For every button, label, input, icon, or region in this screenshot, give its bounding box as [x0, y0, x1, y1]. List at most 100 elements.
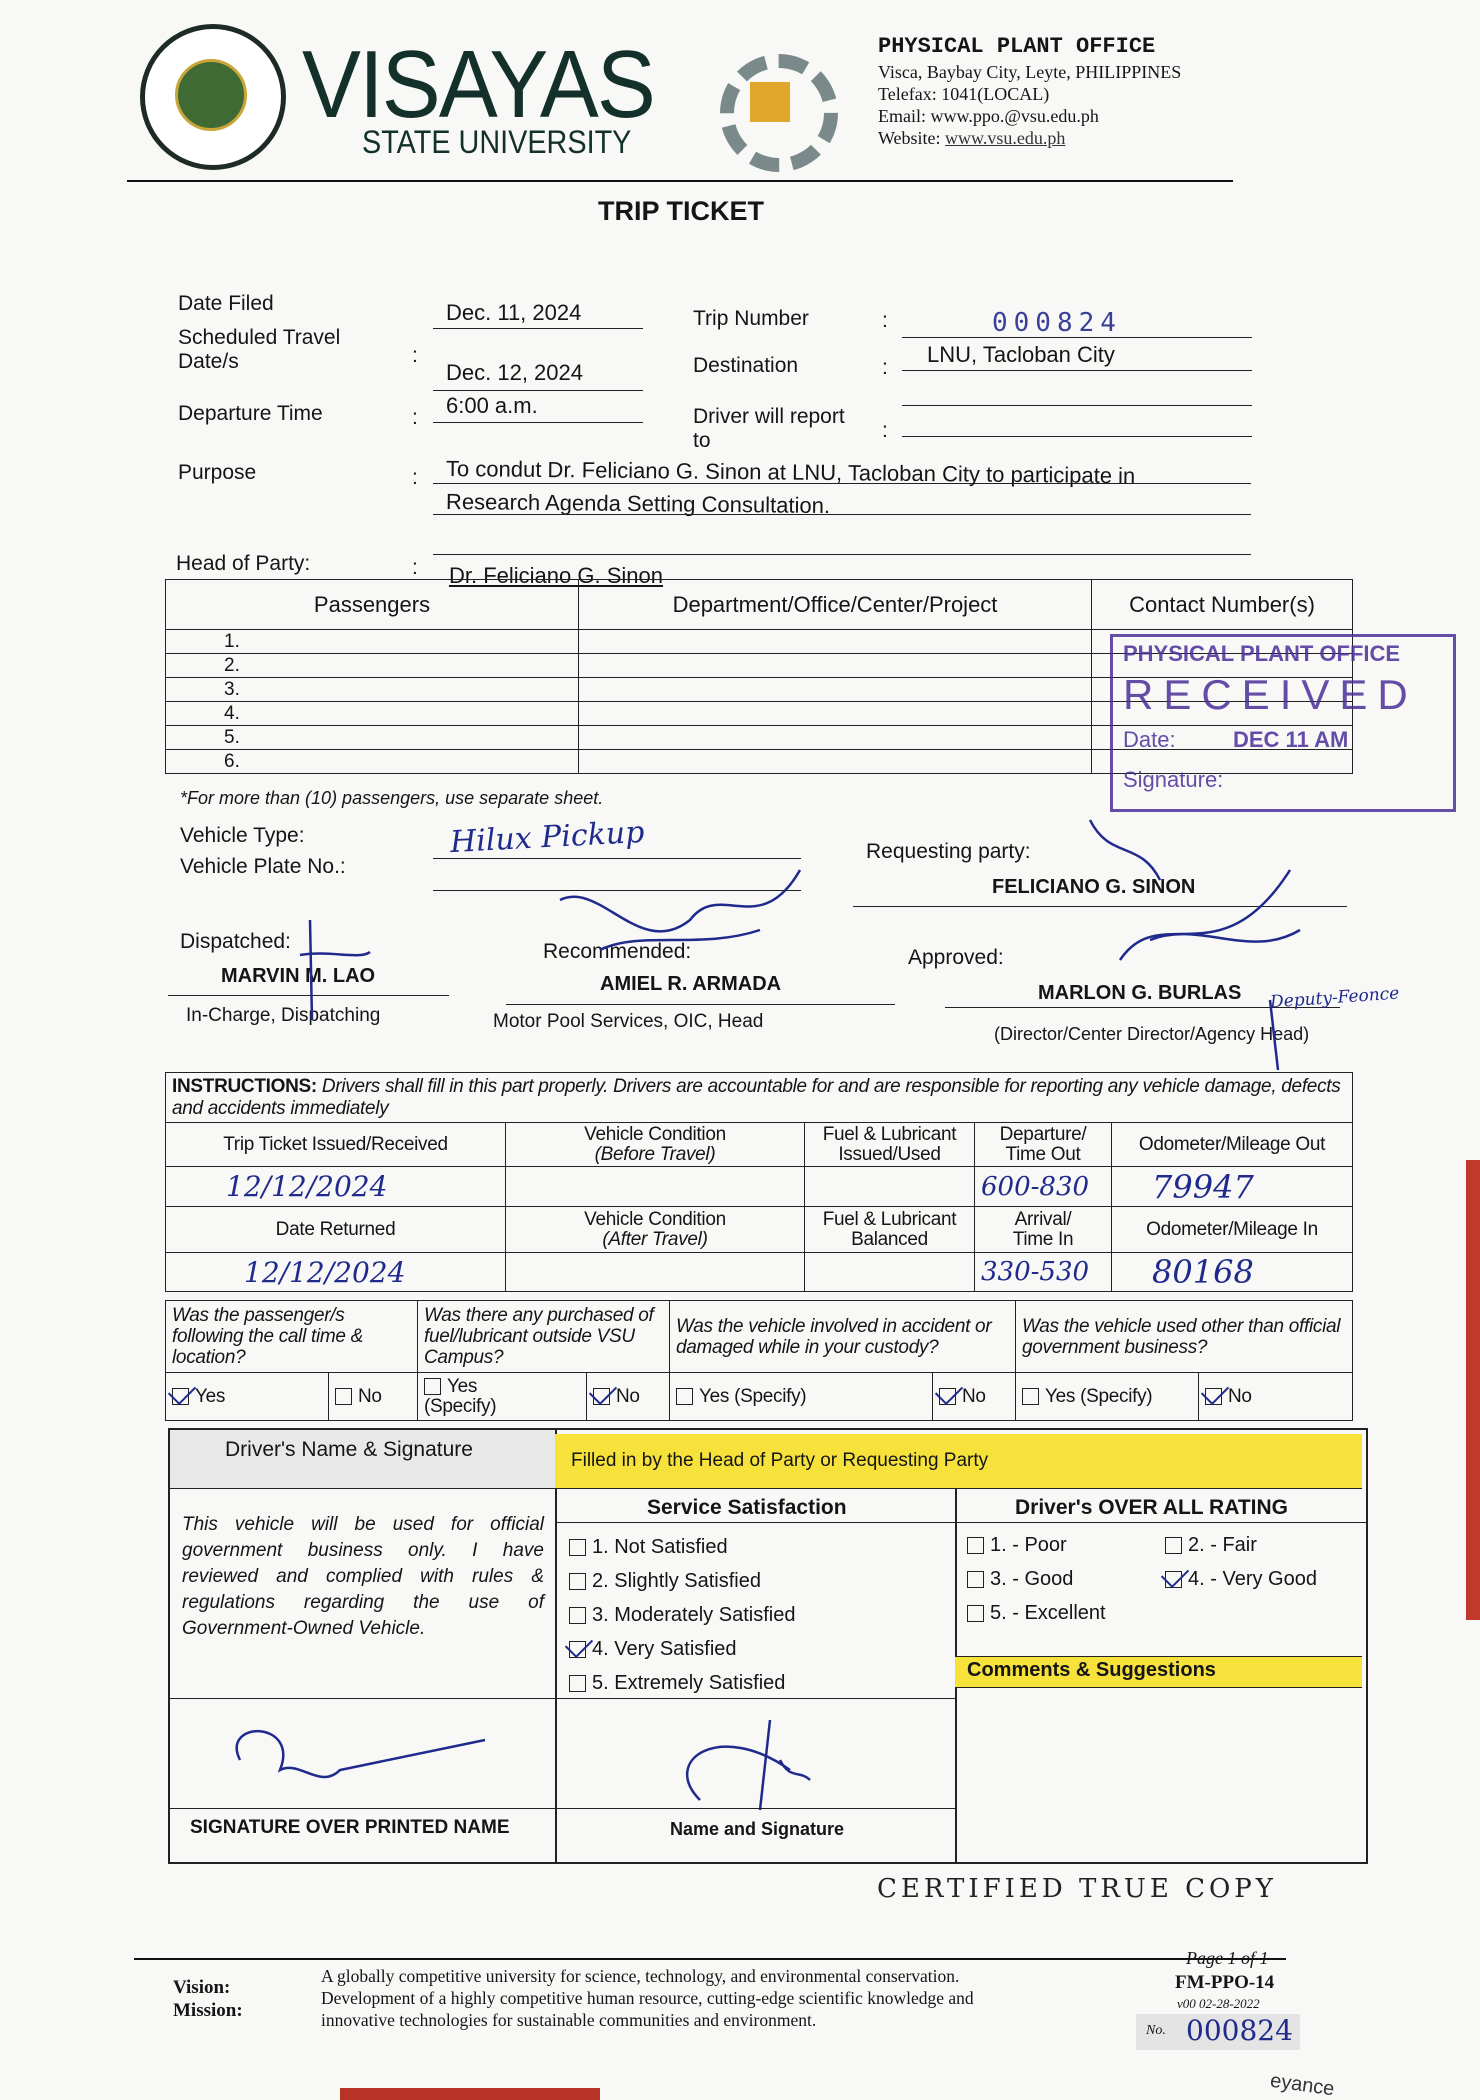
passenger-cell[interactable] [1091, 725, 1353, 750]
vehicle-condition-after-value[interactable] [505, 1252, 805, 1292]
website-link[interactable]: www.vsu.edu.ph [945, 128, 1066, 148]
passenger-cell[interactable] [1091, 749, 1353, 774]
vehicle-plate-line [433, 890, 801, 891]
option-item[interactable]: 2. - Fair [1165, 1534, 1257, 1557]
office-title: PHYSICAL PLANT OFFICE [878, 34, 1156, 59]
driver-signature-label-cell: SIGNATURE OVER PRINTED NAME [170, 1808, 555, 1863]
option-item[interactable]: 5. Extremely Satisfied [569, 1672, 785, 1695]
q3-yes-option[interactable]: Yes (Specify) [669, 1372, 933, 1421]
checkbox[interactable] [569, 1573, 586, 1591]
q4-no-option[interactable]: No [1198, 1372, 1353, 1421]
time-out-value[interactable]: 600-830 [974, 1166, 1112, 1207]
passenger-cell[interactable] [578, 653, 1092, 678]
fuel-issued-value[interactable] [804, 1166, 975, 1207]
question-other-use: Was the vehicle used other than official… [1015, 1300, 1353, 1373]
destination-value: LNU, Tacloban City [927, 342, 1115, 367]
website-label: Website: [878, 128, 941, 148]
evaluation-section: Driver's Name & Signature This vehicle w… [168, 1428, 1368, 1864]
instructions-body: Drivers shall fill in this part properly… [172, 1075, 1341, 1119]
colon: : [882, 309, 888, 332]
option-item[interactable]: 3. - Good [967, 1568, 1073, 1591]
driver-signature-area[interactable] [170, 1698, 555, 1809]
checkbox-checked[interactable] [569, 1641, 586, 1659]
report-label-2: to [693, 429, 711, 452]
passenger-cell[interactable] [578, 701, 1092, 726]
option-label: 1. - Poor [990, 1534, 1067, 1556]
scheduled-label-2: Date/s [178, 350, 239, 373]
passenger-cell[interactable] [578, 629, 1092, 654]
q2-yes-option[interactable]: Yes (Specify) [417, 1372, 587, 1421]
checkbox[interactable] [967, 1605, 984, 1623]
checkbox[interactable] [1022, 1387, 1039, 1405]
header-text: Vehicle Condition [584, 1208, 726, 1230]
checkbox[interactable] [335, 1387, 352, 1405]
option-label: No [962, 1385, 986, 1407]
rating-column: Driver's OVER ALL RATING 1. - Poor 2. - F… [955, 1488, 1366, 1862]
option-label: No [1228, 1385, 1252, 1407]
head-signature-area[interactable] [555, 1698, 955, 1809]
checkbox[interactable] [569, 1607, 586, 1625]
checkbox[interactable] [1165, 1537, 1182, 1555]
checkbox[interactable] [424, 1377, 441, 1395]
q2-no-option[interactable]: No [586, 1372, 670, 1421]
option-item[interactable]: 4. Very Satisfied [569, 1638, 737, 1661]
option-item[interactable]: 1. - Poor [967, 1534, 1067, 1557]
header-text: (Before Travel) [594, 1143, 716, 1165]
returned-value[interactable]: 12/12/2024 [165, 1252, 506, 1292]
contact-header: Contact Number(s) [1091, 579, 1353, 630]
vision-text: A globally competitive university for sc… [321, 1966, 960, 1986]
departure-value: 6:00 a.m. [446, 393, 538, 418]
header-text: Time Out [1005, 1143, 1081, 1165]
vehicle-condition-before-value[interactable] [505, 1166, 805, 1207]
time-out-header: Departure/Time Out [974, 1122, 1112, 1167]
passenger-cell[interactable] [578, 749, 1092, 774]
report-line [902, 436, 1252, 437]
scheduled-line [433, 390, 643, 391]
odometer-out-value[interactable]: 79947 [1111, 1166, 1353, 1207]
option-label: 5. - Excellent [990, 1602, 1106, 1624]
checkbox[interactable] [967, 1537, 984, 1555]
service-header: Service Satisfaction [647, 1496, 847, 1519]
option-item[interactable]: 2. Slightly Satisfied [569, 1570, 761, 1593]
checkbox-checked[interactable] [1205, 1387, 1222, 1405]
checkbox[interactable] [569, 1675, 586, 1693]
service-header-rule [555, 1522, 955, 1523]
trip-number-label: Trip Number [693, 307, 809, 330]
header-text: Departure/ [999, 1123, 1087, 1145]
option-item[interactable]: 5. - Excellent [967, 1602, 1106, 1625]
question-call-time: Was the passenger/s following the call t… [165, 1300, 418, 1373]
comments-area[interactable] [955, 1688, 1362, 1858]
checkbox[interactable] [967, 1571, 984, 1589]
certified-true-copy: CERTIFIED TRUE COPY [877, 1874, 1277, 1904]
option-label: No [358, 1385, 382, 1407]
mission-text-1: Development of a highly competitive huma… [321, 1988, 974, 2008]
checkbox[interactable] [676, 1387, 693, 1405]
vehicle-plate-label: Vehicle Plate No.: [180, 855, 346, 878]
header-text: Fuel & Lubricant [822, 1123, 957, 1145]
vehicle-type-label: Vehicle Type: [180, 824, 305, 847]
red-folder-edge [340, 2088, 600, 2100]
q1-no-option[interactable]: No [328, 1372, 418, 1421]
university-seal-logo [140, 24, 286, 170]
driver-signature [235, 1730, 486, 1779]
checkbox[interactable] [569, 1539, 586, 1557]
approved-line [945, 1007, 1340, 1008]
time-in-value[interactable]: 330-530 [974, 1252, 1112, 1292]
checkbox-checked[interactable] [172, 1387, 189, 1405]
recommended-line [506, 1004, 895, 1005]
q4-yes-option[interactable]: Yes (Specify) [1015, 1372, 1199, 1421]
comments-header: Comments & Suggestions [967, 1659, 1216, 1681]
passenger-cell[interactable] [1091, 653, 1353, 678]
q1-yes-option[interactable]: Yes [165, 1372, 329, 1421]
issued-value[interactable]: 12/12/2024 [165, 1166, 506, 1207]
option-item[interactable]: 4. - Very Good [1165, 1568, 1317, 1591]
checkbox-checked[interactable] [593, 1387, 610, 1405]
odometer-in-value[interactable]: 80168 [1111, 1252, 1353, 1292]
checkbox-checked[interactable] [1165, 1571, 1182, 1589]
option-item[interactable]: 1. Not Satisfied [569, 1536, 728, 1559]
checkbox-checked[interactable] [939, 1387, 956, 1405]
q3-no-option[interactable]: No [932, 1372, 1016, 1421]
option-item[interactable]: 3. Moderately Satisfied [569, 1604, 795, 1627]
fuel-balanced-value[interactable] [804, 1252, 975, 1292]
driver-column: Driver's Name & Signature This vehicle w… [170, 1430, 557, 1862]
